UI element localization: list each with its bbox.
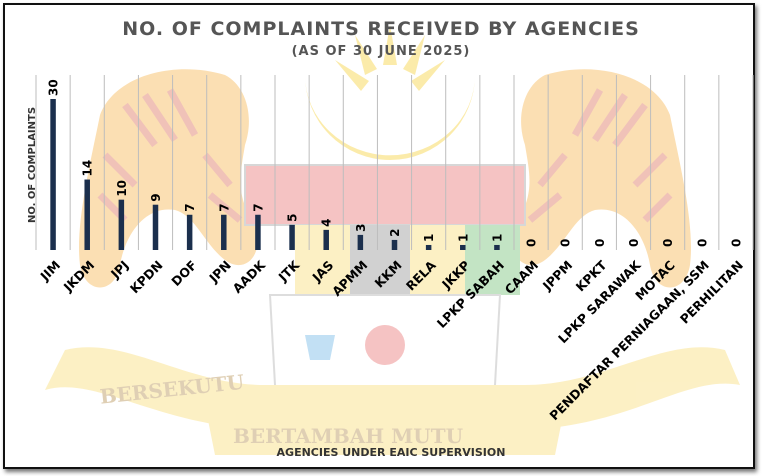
bar-jpn <box>221 214 227 250</box>
category-label: KPDN <box>127 258 166 297</box>
chart-subtitle: (AS OF 30 JUNE 2025) <box>292 44 471 59</box>
value-label: 0 <box>695 239 709 247</box>
crescent-moon-icon <box>305 75 475 160</box>
value-label: 30 <box>47 79 61 96</box>
bar-lpkp-sabah <box>494 244 500 250</box>
value-label: 0 <box>661 239 675 247</box>
bar-jpj <box>118 199 125 250</box>
ribbon-text-bottom: BERTAMBAH MUTU <box>233 424 463 448</box>
category-label: DOF <box>168 258 199 289</box>
bars <box>50 99 500 250</box>
value-label: 7 <box>183 203 197 211</box>
value-label: 3 <box>354 224 368 232</box>
hibiscus-icon <box>365 325 405 365</box>
bar-jtk <box>289 224 295 250</box>
bar-apmm <box>357 234 364 250</box>
value-label: 10 <box>115 180 129 197</box>
value-label: 5 <box>286 213 300 221</box>
bar-aadk <box>255 214 261 250</box>
bar-jkkp <box>460 244 466 250</box>
bar-kkm <box>391 239 398 250</box>
y-axis-title: NO. OF COMPLAINTS <box>27 107 38 223</box>
category-label: JIM <box>36 258 63 285</box>
chart-svg: BERSEKUTU BERTAMBAH MUTU NO. OF COMPLAIN… <box>27 18 754 459</box>
chart-title: NO. OF COMPLAINTS RECEIVED BY AGENCIES <box>122 18 640 40</box>
value-label: 14 <box>81 160 95 177</box>
value-label: 1 <box>490 234 504 242</box>
value-label: 9 <box>149 193 163 201</box>
star-icon <box>335 25 445 91</box>
value-label: 4 <box>320 219 334 227</box>
category-label: JPPM <box>539 258 575 294</box>
bar-jim <box>50 99 56 250</box>
value-label: 0 <box>593 239 607 247</box>
value-label: 0 <box>559 239 573 247</box>
coat-of-arms-watermark: BERSEKUTU BERTAMBAH MUTU <box>45 25 740 455</box>
value-label: 0 <box>627 239 641 247</box>
chart-frame: BERSEKUTU BERTAMBAH MUTU NO. OF COMPLAIN… <box>3 3 755 469</box>
value-label: 0 <box>525 239 539 247</box>
x-axis-title: AGENCIES UNDER EAIC SUPERVISION <box>277 446 506 459</box>
motto-ribbon <box>45 347 740 455</box>
value-label: 7 <box>251 203 265 211</box>
bar-jkdm <box>84 179 90 250</box>
left-tiger-icon <box>79 69 258 288</box>
bar-kpdn <box>152 204 159 250</box>
value-label: 1 <box>456 234 470 242</box>
right-tiger-icon <box>512 69 691 288</box>
bar-dof <box>186 214 193 250</box>
value-label: 1 <box>422 234 436 242</box>
value-label: 2 <box>388 229 402 237</box>
value-label: 0 <box>729 239 743 247</box>
value-label: 7 <box>217 203 231 211</box>
shield-icon <box>244 164 526 427</box>
bar-jas <box>323 229 329 250</box>
bar-rela <box>425 244 432 250</box>
gridlines <box>35 75 754 250</box>
